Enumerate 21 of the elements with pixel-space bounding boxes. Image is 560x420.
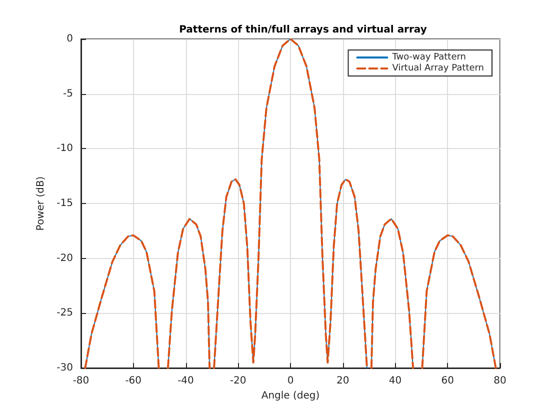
y-tick-label: -15 bbox=[56, 198, 73, 209]
y-axis-title: Power (dB) bbox=[35, 176, 46, 231]
x-tick-label: 80 bbox=[494, 376, 506, 386]
y-tick-label: -30 bbox=[56, 362, 73, 374]
x-tick-label: 60 bbox=[441, 376, 454, 386]
x-tick-label: 20 bbox=[336, 376, 350, 386]
y-tick-label: 0 bbox=[66, 34, 73, 44]
y-tick-label: -25 bbox=[56, 308, 73, 319]
y-tick-label: -5 bbox=[63, 88, 73, 100]
x-tick-label: -80 bbox=[72, 376, 90, 386]
x-tick-label: -60 bbox=[125, 376, 142, 386]
y-tick-label: -20 bbox=[56, 252, 73, 264]
legend-label: Two-way Pattern bbox=[391, 52, 466, 62]
x-axis-title: Angle (deg) bbox=[261, 390, 320, 402]
chart-title: Patterns of thin/full arrays and virtual array bbox=[179, 24, 428, 36]
x-tick-label: 0 bbox=[287, 376, 294, 386]
y-tick-label: -10 bbox=[56, 143, 73, 154]
x-tick-label: 40 bbox=[388, 376, 402, 386]
x-tick-label: -40 bbox=[178, 376, 194, 386]
x-tick-label: -20 bbox=[230, 376, 246, 386]
legend-label: Virtual Array Pattern bbox=[392, 64, 484, 74]
